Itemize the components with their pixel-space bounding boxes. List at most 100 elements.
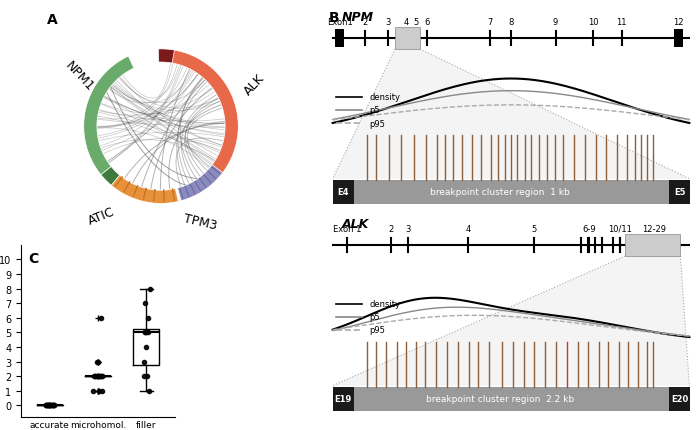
- Text: p5: p5: [369, 106, 379, 115]
- Text: density: density: [369, 93, 400, 102]
- Text: 9: 9: [553, 18, 558, 27]
- Point: [93, 373, 104, 380]
- Point: [41, 402, 52, 409]
- Point: [42, 402, 53, 409]
- Polygon shape: [332, 50, 690, 179]
- Point: [43, 402, 55, 409]
- Text: p5: p5: [369, 313, 379, 322]
- Point: [49, 402, 60, 409]
- FancyBboxPatch shape: [625, 234, 680, 256]
- Text: 8: 8: [508, 18, 514, 27]
- Point: [47, 402, 58, 409]
- Text: 3: 3: [385, 18, 391, 27]
- Point: [143, 314, 154, 321]
- Point: [46, 402, 57, 409]
- Text: E4: E4: [337, 188, 349, 197]
- Polygon shape: [198, 172, 216, 190]
- Text: A: A: [47, 13, 57, 27]
- Point: [139, 373, 150, 380]
- Text: density: density: [369, 299, 400, 308]
- Point: [92, 373, 104, 380]
- Text: 7: 7: [487, 18, 492, 27]
- Text: 2: 2: [389, 224, 394, 233]
- Point: [45, 402, 56, 409]
- Text: E19: E19: [335, 394, 352, 403]
- Text: 3: 3: [405, 224, 410, 233]
- FancyBboxPatch shape: [332, 387, 354, 411]
- Polygon shape: [111, 176, 178, 204]
- Polygon shape: [167, 50, 238, 186]
- Text: ALK: ALK: [342, 217, 369, 230]
- Text: B: B: [329, 11, 340, 25]
- Point: [90, 373, 101, 380]
- Text: 10/11: 10/11: [608, 224, 631, 233]
- Point: [47, 402, 58, 409]
- Point: [43, 402, 55, 409]
- Point: [46, 402, 57, 409]
- FancyBboxPatch shape: [674, 30, 683, 48]
- Point: [96, 314, 107, 321]
- Point: [144, 286, 155, 292]
- Point: [139, 358, 150, 365]
- Text: 6-9: 6-9: [582, 224, 596, 233]
- Text: Exon 1: Exon 1: [332, 224, 361, 233]
- Point: [44, 402, 55, 409]
- Point: [91, 373, 102, 380]
- FancyBboxPatch shape: [353, 181, 669, 205]
- Point: [92, 373, 104, 380]
- Polygon shape: [332, 256, 690, 386]
- FancyBboxPatch shape: [669, 387, 690, 411]
- Point: [88, 387, 99, 394]
- Text: breakpoint cluster region  1 kb: breakpoint cluster region 1 kb: [430, 188, 570, 197]
- Point: [40, 402, 51, 409]
- Point: [44, 402, 55, 409]
- Text: C: C: [28, 251, 38, 265]
- FancyBboxPatch shape: [353, 387, 669, 411]
- Point: [143, 387, 154, 394]
- Text: 12: 12: [673, 18, 684, 27]
- FancyBboxPatch shape: [669, 181, 690, 205]
- Point: [94, 373, 106, 380]
- Text: 4: 4: [466, 224, 471, 233]
- Text: 5: 5: [531, 224, 537, 233]
- Point: [44, 402, 55, 409]
- Text: E5: E5: [674, 188, 685, 197]
- Point: [92, 358, 104, 365]
- Point: [92, 373, 104, 380]
- Point: [97, 387, 108, 394]
- Polygon shape: [158, 50, 174, 64]
- Point: [141, 373, 153, 380]
- Point: [140, 300, 151, 307]
- Text: 4: 4: [403, 18, 408, 27]
- Point: [142, 329, 153, 336]
- Point: [40, 402, 51, 409]
- Polygon shape: [101, 167, 120, 186]
- Text: 6: 6: [424, 18, 430, 27]
- Polygon shape: [84, 57, 134, 175]
- Point: [42, 402, 53, 409]
- Text: 12-29: 12-29: [642, 224, 666, 233]
- Text: 10: 10: [588, 18, 598, 27]
- Point: [91, 358, 102, 365]
- Text: NPM1: NPM1: [62, 58, 96, 93]
- Point: [97, 373, 108, 380]
- Text: breakpoint cluster region  2.2 kb: breakpoint cluster region 2.2 kb: [426, 394, 574, 403]
- Text: NPM: NPM: [342, 11, 374, 24]
- Text: ALK: ALK: [241, 72, 267, 98]
- Point: [89, 373, 100, 380]
- Point: [90, 373, 101, 380]
- Point: [140, 329, 151, 336]
- FancyBboxPatch shape: [335, 30, 344, 48]
- Point: [48, 402, 60, 409]
- Text: ATIC: ATIC: [86, 205, 116, 227]
- Text: p95: p95: [369, 326, 385, 335]
- Text: TPM3: TPM3: [183, 211, 218, 232]
- FancyBboxPatch shape: [395, 28, 420, 50]
- Point: [139, 329, 150, 336]
- Point: [139, 329, 150, 336]
- Text: 5: 5: [414, 18, 419, 27]
- Point: [93, 387, 104, 394]
- Point: [94, 373, 105, 380]
- Polygon shape: [178, 165, 223, 201]
- Text: 2: 2: [362, 18, 368, 27]
